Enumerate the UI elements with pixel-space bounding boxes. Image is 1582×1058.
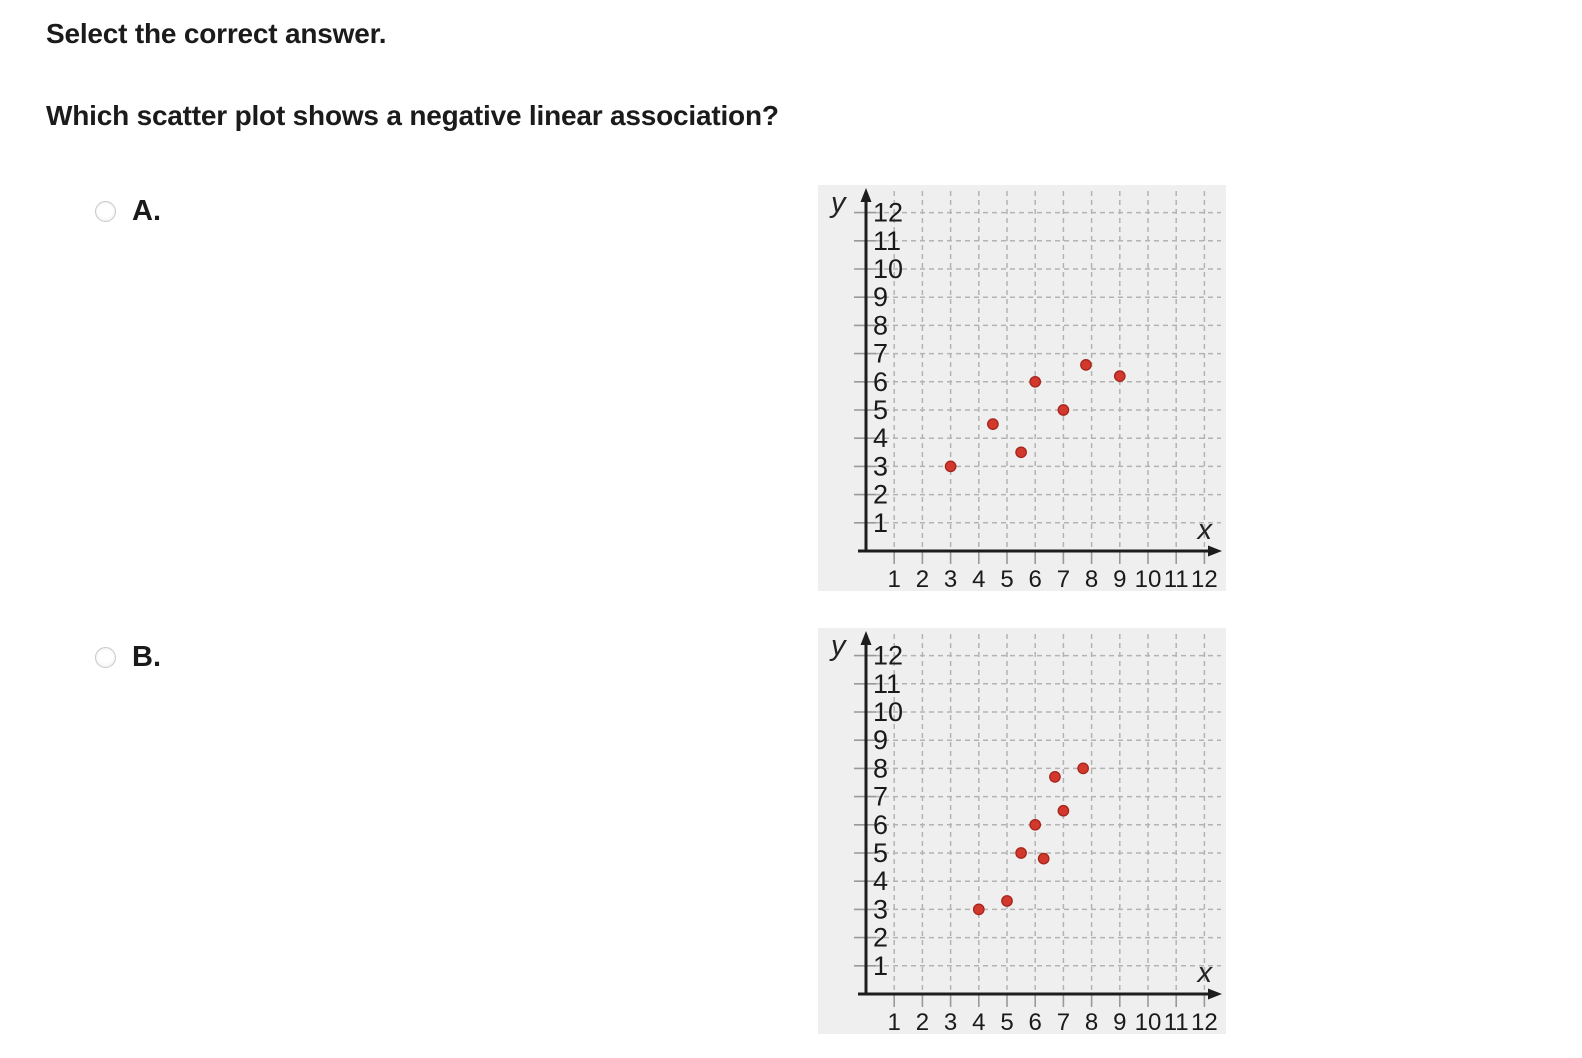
svg-text:10: 10: [1135, 566, 1162, 591]
svg-text:8: 8: [873, 753, 888, 783]
svg-text:7: 7: [1057, 1009, 1070, 1034]
svg-text:5: 5: [1000, 1009, 1013, 1034]
svg-text:3: 3: [944, 1009, 957, 1034]
svg-text:x: x: [1196, 957, 1214, 989]
svg-text:12: 12: [1191, 1009, 1218, 1034]
svg-text:x: x: [1196, 514, 1214, 546]
svg-text:10: 10: [1135, 1009, 1162, 1034]
question-text: Which scatter plot shows a negative line…: [46, 100, 779, 131]
svg-text:y: y: [829, 630, 847, 662]
svg-text:12: 12: [873, 641, 903, 671]
svg-text:2: 2: [916, 566, 929, 591]
svg-text:1: 1: [873, 951, 888, 981]
radio-option-a[interactable]: [95, 200, 116, 222]
svg-text:4: 4: [873, 866, 888, 896]
svg-text:5: 5: [1000, 566, 1013, 591]
svg-text:7: 7: [873, 782, 888, 812]
svg-text:3: 3: [873, 894, 888, 924]
svg-text:2: 2: [873, 480, 888, 510]
svg-text:3: 3: [944, 566, 957, 591]
svg-text:y: y: [829, 187, 847, 219]
svg-text:9: 9: [873, 282, 888, 312]
svg-text:4: 4: [873, 423, 888, 453]
svg-text:11: 11: [1164, 566, 1189, 591]
radio-option-b[interactable]: [95, 646, 116, 668]
svg-text:1: 1: [888, 1009, 901, 1034]
svg-text:8: 8: [1085, 1009, 1098, 1034]
svg-text:11: 11: [873, 669, 901, 699]
svg-text:10: 10: [873, 697, 903, 727]
svg-text:8: 8: [873, 310, 888, 340]
svg-text:1: 1: [888, 566, 901, 591]
svg-text:6: 6: [1029, 1009, 1042, 1034]
svg-text:6: 6: [873, 367, 888, 397]
option-a-label[interactable]: A.: [132, 194, 161, 227]
svg-text:9: 9: [1113, 1009, 1126, 1034]
svg-text:6: 6: [873, 810, 888, 840]
svg-text:2: 2: [916, 1009, 929, 1034]
svg-text:5: 5: [873, 838, 888, 868]
svg-text:9: 9: [873, 725, 888, 755]
svg-text:8: 8: [1085, 566, 1098, 591]
svg-text:3: 3: [873, 451, 888, 481]
scatter-plot-option-b: 1 2 3 4 5 6 7 8 9 10 11 12 1 2 3 4 5 6 7 8 9 10 11 12 y x: [818, 628, 1226, 1034]
svg-text:1: 1: [873, 508, 888, 538]
svg-text:12: 12: [873, 198, 903, 228]
scatter-plot-option-a: 1 2 3 4 5 6 7 8 9 10 11 12 1 2 3 4 5 6 7 8 9 10 11 12 y x: [818, 185, 1226, 591]
svg-text:4: 4: [972, 1009, 985, 1034]
svg-text:11: 11: [873, 226, 901, 256]
option-b[interactable]: B.: [95, 640, 161, 674]
svg-text:7: 7: [873, 339, 888, 369]
svg-text:6: 6: [1029, 566, 1042, 591]
svg-text:4: 4: [972, 566, 985, 591]
svg-text:5: 5: [873, 395, 888, 425]
instruction-text: Select the correct answer.: [46, 18, 387, 49]
option-b-label[interactable]: B.: [132, 640, 161, 673]
svg-text:12: 12: [1191, 566, 1218, 591]
svg-text:2: 2: [873, 923, 888, 953]
option-a[interactable]: A.: [95, 194, 161, 228]
svg-text:9: 9: [1113, 566, 1126, 591]
svg-text:11: 11: [1164, 1009, 1189, 1034]
svg-text:10: 10: [873, 254, 903, 284]
svg-text:7: 7: [1057, 566, 1070, 591]
